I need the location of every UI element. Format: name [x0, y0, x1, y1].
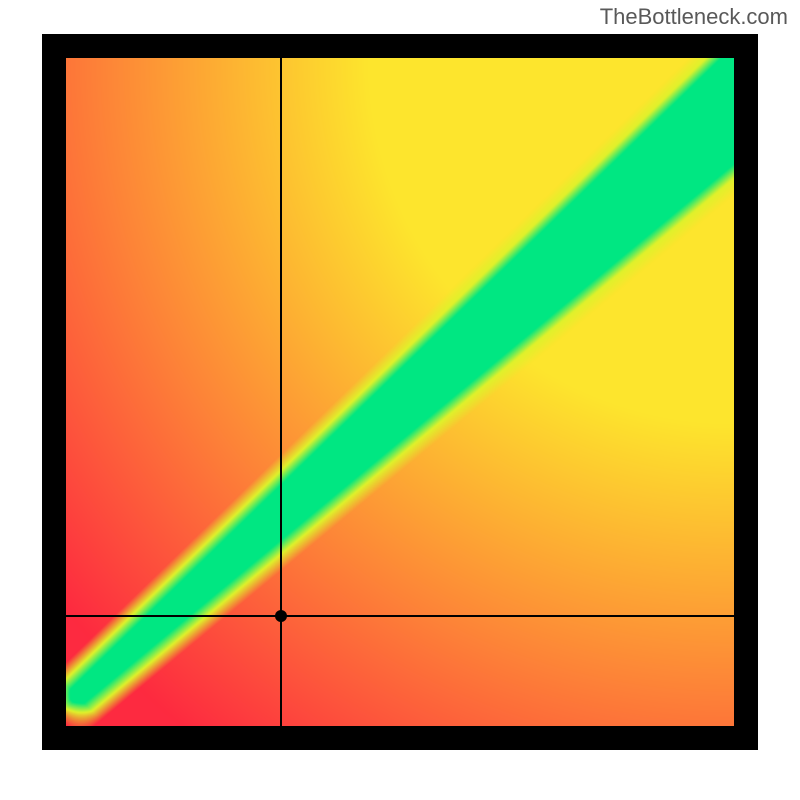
chart-frame — [42, 34, 758, 750]
data-point-marker — [275, 610, 287, 622]
crosshair-vertical-line — [280, 58, 282, 726]
plot-area — [66, 58, 734, 726]
watermark-text: TheBottleneck.com — [600, 4, 788, 30]
heatmap-canvas — [66, 58, 734, 726]
crosshair-horizontal-line — [66, 615, 734, 617]
